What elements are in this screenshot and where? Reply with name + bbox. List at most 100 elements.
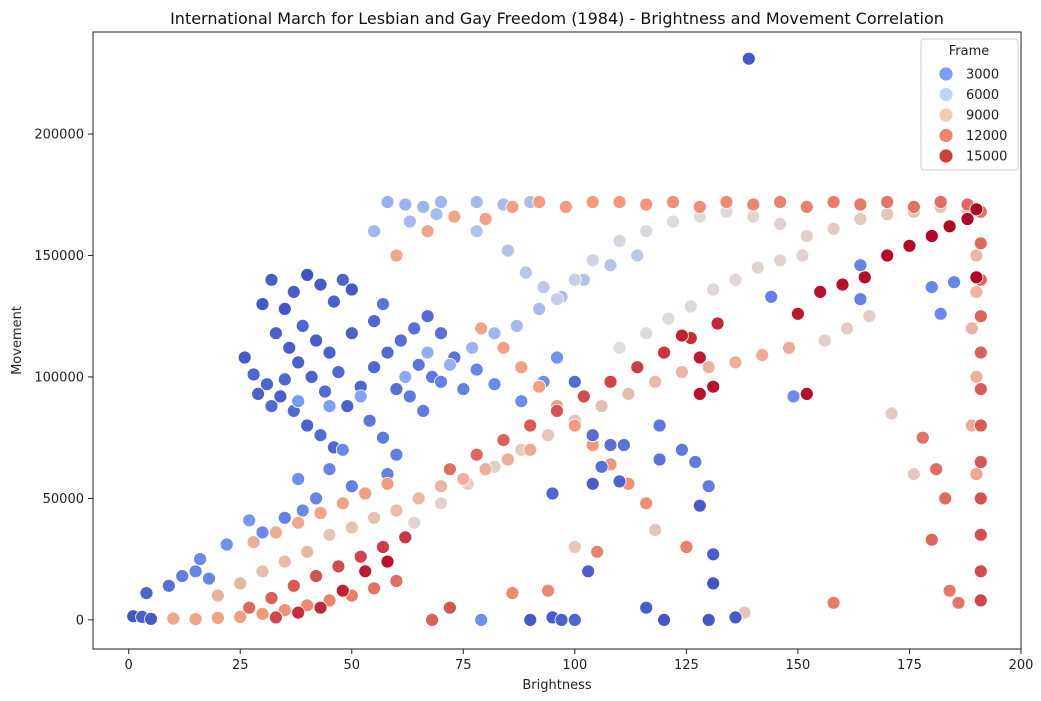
y-tick-label: 150000 [34, 249, 84, 264]
data-point [496, 340, 511, 355]
data-point [741, 51, 756, 66]
data-point [286, 284, 301, 299]
data-point [313, 506, 328, 520]
data-point [291, 515, 306, 530]
data-point [434, 326, 448, 341]
plot-frame [92, 31, 1022, 650]
data-point [590, 544, 605, 559]
legend-label: 12000 [966, 129, 1007, 144]
data-point [973, 382, 988, 397]
data-point [389, 382, 404, 397]
data-point [264, 272, 279, 287]
data-point [581, 564, 596, 579]
data-point [188, 564, 203, 579]
data-point [509, 318, 524, 333]
legend-title: Frame [949, 44, 990, 59]
data-point [799, 229, 814, 243]
x-axis-label: Brightness [522, 678, 591, 693]
data-point [648, 374, 663, 389]
data-point [434, 479, 448, 494]
data-point [880, 207, 895, 222]
data-point [585, 428, 600, 443]
data-point [545, 486, 560, 501]
data-point [630, 360, 645, 375]
x-tick-label: 150 [786, 658, 811, 673]
data-point [322, 593, 337, 608]
data-point [567, 374, 582, 389]
data-point [474, 613, 489, 627]
data-point [701, 360, 716, 375]
data-point [523, 613, 538, 627]
data-point [728, 355, 743, 370]
data-point [960, 212, 975, 226]
data-point [826, 221, 841, 236]
data-point [242, 513, 257, 528]
data-point [938, 491, 953, 506]
data-point [603, 374, 618, 389]
x-tick-label: 0 [125, 658, 133, 673]
data-point [817, 333, 832, 348]
data-point [603, 258, 618, 273]
data-point [576, 389, 591, 404]
data-point [973, 309, 988, 324]
data-point [469, 195, 484, 209]
data-point [210, 611, 225, 625]
data-point [139, 586, 154, 600]
data-point [929, 462, 944, 477]
data-point [907, 199, 921, 214]
data-point [416, 403, 431, 418]
data-point [447, 209, 462, 224]
data-point [853, 197, 868, 212]
data-point [456, 472, 471, 486]
data-point [880, 248, 895, 263]
x-axis-ticks: 0 25 50 75 100 125 150 175 200 [125, 649, 1033, 673]
data-point [326, 294, 341, 309]
data-point [750, 260, 765, 275]
data-point [505, 586, 520, 600]
data-point [407, 321, 422, 336]
data-point [322, 527, 337, 542]
data-point [639, 326, 654, 341]
data-point [144, 612, 158, 626]
x-tick-label: 100 [562, 658, 587, 673]
data-point [692, 498, 707, 513]
data-point [532, 379, 547, 394]
data-point [853, 258, 868, 273]
data-point [965, 321, 979, 336]
data-point [380, 554, 395, 569]
data-point [969, 248, 984, 263]
data-point [393, 333, 408, 348]
data-point [585, 253, 600, 268]
data-point [465, 340, 480, 355]
data-point [429, 207, 444, 222]
legend-marker [938, 87, 954, 102]
data-point [344, 326, 359, 341]
data-point [268, 326, 283, 341]
y-axis-ticks: 0 50000 100000 150000 200000 [34, 128, 93, 628]
data-point [969, 467, 984, 482]
data-point [425, 613, 440, 627]
data-point [434, 195, 448, 209]
data-point [420, 345, 435, 360]
data-point [309, 569, 324, 583]
data-point [585, 195, 600, 209]
data-point [277, 301, 292, 316]
data-point [514, 394, 529, 409]
data-point [880, 195, 895, 209]
data-point [291, 472, 306, 486]
legend-label: 6000 [966, 88, 999, 103]
data-point [942, 219, 957, 234]
data-point [277, 372, 292, 387]
data-point [188, 612, 203, 626]
data-point [313, 428, 328, 443]
data-point [617, 438, 631, 452]
data-point [255, 564, 270, 579]
data-point [706, 379, 721, 394]
data-point [924, 532, 939, 547]
data-point [554, 613, 569, 627]
data-point [857, 270, 872, 285]
data-point [567, 613, 582, 627]
data-point [175, 569, 190, 583]
data-point [915, 430, 930, 445]
data-point [264, 399, 279, 414]
